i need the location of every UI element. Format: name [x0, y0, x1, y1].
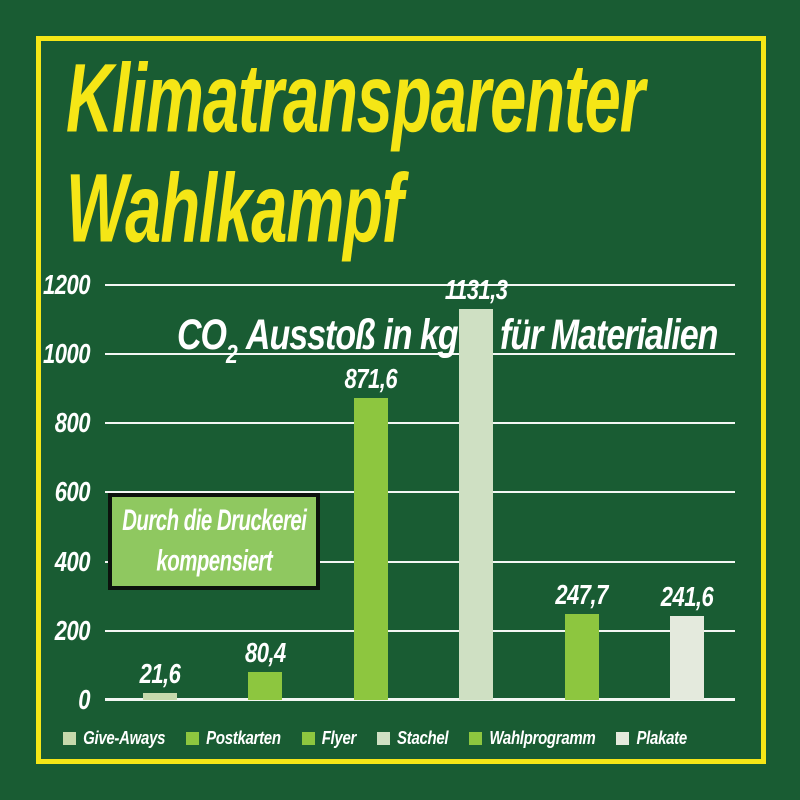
gridline-1200: [105, 283, 735, 286]
chart-title-co: CO: [177, 311, 227, 359]
legend-swatch-postkarten: [186, 732, 200, 745]
legend-swatch-give-aways: [63, 732, 77, 745]
bar-value-wahlprogramm: 247,7: [555, 579, 608, 611]
legend-item-wahlprogramm: Wahlprogramm: [469, 727, 596, 750]
y-tick-label-200: 200: [54, 614, 91, 646]
chart-title-left-rest: Ausstoß in kg: [238, 311, 459, 359]
compensated-note: Durch die Druckerei kompensiert: [108, 493, 320, 590]
y-tick-label-400: 400: [54, 545, 91, 577]
legend-item-postkarten: Postkarten: [186, 727, 281, 750]
poster-frame: [36, 36, 766, 764]
y-tick-label-800: 800: [54, 406, 91, 439]
chart-title-left: CO2 Ausstoß in kg: [177, 311, 459, 368]
gridline-1000: [105, 353, 735, 355]
gridline-0: [105, 698, 735, 701]
legend-swatch-stachel: [377, 732, 391, 745]
bar-value-give-aways: 21,6: [139, 657, 181, 689]
chart-title-subscript: 2: [226, 340, 238, 370]
bar-value-stachel: 1131,3: [444, 273, 508, 305]
bar-stachel: [459, 308, 494, 700]
legend-item-plakate: Plakate: [616, 727, 687, 750]
compensated-note-line2: kompensiert: [156, 544, 272, 578]
bar-wahlprogramm: [564, 614, 599, 700]
legend-label-give-aways: Give-Aways: [83, 727, 166, 750]
legend-item-stachel: Stachel: [377, 727, 449, 750]
bar-postkarten: [248, 672, 283, 700]
bar-plakate: [670, 616, 704, 700]
legend-item-give-aways: Give-Aways: [63, 727, 166, 750]
gridline-400: [105, 560, 735, 563]
bar-value-flyer: 871,6: [344, 363, 398, 395]
chart-legend: Give-Aways Postkarten Flyer Stachel Wahlprog…: [40, 727, 710, 750]
legend-swatch-wahlprogramm: [469, 732, 483, 745]
bar-flyer: [353, 398, 388, 700]
page-title-line2: Wahlkampf: [66, 153, 404, 263]
page-title-line1: Klimatransparenter: [66, 43, 645, 153]
legend-label-plakate: Plakate: [636, 727, 687, 750]
legend-swatch-plakate: [616, 732, 630, 745]
gridline-600: [105, 491, 735, 494]
gridline-800: [105, 422, 735, 425]
legend-label-flyer: Flyer: [321, 727, 357, 750]
y-tick-label-1200: 1200: [43, 268, 90, 300]
bar-give-aways: [143, 692, 177, 700]
y-tick-label-600: 600: [54, 476, 91, 508]
compensated-note-line1: Durch die Druckerei: [121, 504, 307, 537]
bar-value-plakate: 241,6: [660, 581, 714, 613]
legend-label-stachel: Stachel: [397, 727, 449, 750]
bar-value-postkarten: 80,4: [244, 636, 286, 669]
compensated-note-text: Durch die Druckerei kompensiert: [121, 501, 307, 582]
legend-label-wahlprogramm: Wahlprogramm: [489, 727, 596, 750]
legend-swatch-flyer: [301, 732, 315, 745]
gridline-200: [105, 629, 735, 632]
chart-title-right: für Materialien: [500, 311, 718, 359]
y-tick-label-0: 0: [78, 683, 90, 715]
y-tick-label-1000: 1000: [43, 337, 90, 369]
legend-label-postkarten: Postkarten: [206, 727, 281, 750]
legend-item-flyer: Flyer: [301, 727, 357, 750]
